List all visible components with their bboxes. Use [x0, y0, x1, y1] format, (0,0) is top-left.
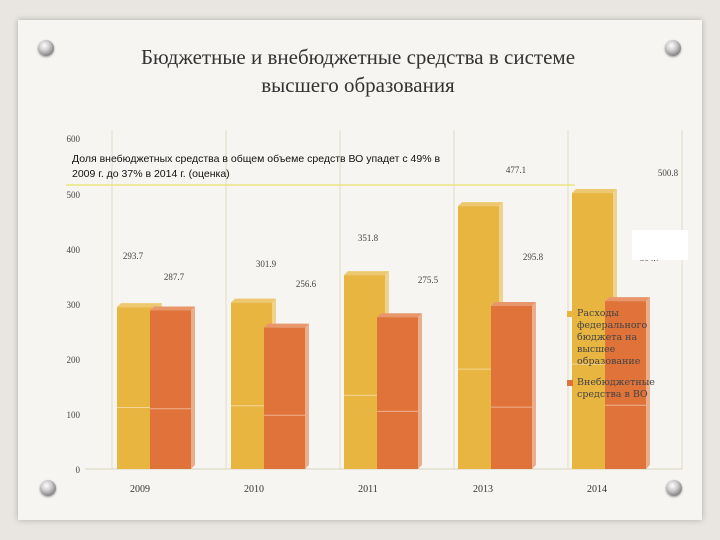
bar-top	[572, 189, 617, 194]
data-label: 293.7	[123, 251, 144, 261]
bar-side	[418, 313, 422, 469]
data-label: 477.1	[506, 165, 526, 175]
bar-side	[191, 306, 195, 469]
bar-2014-extrabudget	[605, 301, 646, 469]
legend-swatch	[567, 380, 573, 386]
bar-top	[458, 202, 503, 207]
bar-top	[264, 323, 309, 328]
legend-swatch	[567, 311, 573, 317]
pin-bottom-right-icon	[666, 480, 682, 496]
bar-2010-extrabudget	[264, 327, 305, 469]
bar-2009-extrabudget	[150, 310, 191, 469]
bar-side	[532, 302, 536, 469]
chart-title: Бюджетные и внебюджетные средства в сист…	[140, 45, 576, 97]
bar-top	[117, 303, 162, 308]
legend-label: Внебюджетные средства в ВО	[577, 377, 655, 400]
data-label: 275.5	[418, 275, 439, 285]
chart-annotation: Доля внебюджетных средства в общем объем…	[72, 153, 441, 180]
data-label: 287.7	[164, 272, 185, 282]
pin-top-left-icon	[38, 40, 54, 56]
y-tick-label: 0	[76, 465, 81, 475]
pin-bottom-left-icon	[40, 480, 56, 496]
bar-2013-extrabudget	[491, 306, 532, 469]
x-tick-label: 2011	[358, 484, 378, 495]
bar-top	[605, 297, 650, 302]
x-tick-label: 2009	[130, 484, 150, 495]
legend-cover	[632, 230, 688, 260]
legend-label: Расходы федерального бюджета на высшее о…	[577, 308, 648, 367]
bar-top	[344, 271, 389, 276]
bar-2011-extrabudget	[377, 317, 418, 469]
data-label: 351.8	[358, 233, 379, 243]
y-tick-label: 500	[67, 190, 81, 200]
x-tick-label: 2014	[587, 484, 607, 495]
y-tick-label: 100	[67, 410, 81, 420]
pin-top-right-icon	[665, 40, 681, 56]
data-label: 295.8	[523, 252, 544, 262]
bar-top	[491, 302, 536, 307]
y-tick-label: 300	[67, 300, 81, 310]
x-tick-label: 2013	[473, 484, 493, 495]
bar-top	[377, 313, 422, 318]
data-label: 256.6	[296, 279, 317, 289]
bar-top	[231, 298, 276, 303]
bar-side	[646, 297, 650, 469]
x-tick-label: 2010	[244, 484, 264, 495]
data-label: 301.9	[256, 259, 277, 269]
bar-side	[305, 323, 309, 469]
data-label: 500.8	[658, 168, 679, 178]
bar-top	[150, 306, 195, 311]
y-tick-label: 200	[67, 355, 81, 365]
y-tick-label: 600	[67, 134, 81, 144]
y-tick-label: 400	[67, 245, 81, 255]
